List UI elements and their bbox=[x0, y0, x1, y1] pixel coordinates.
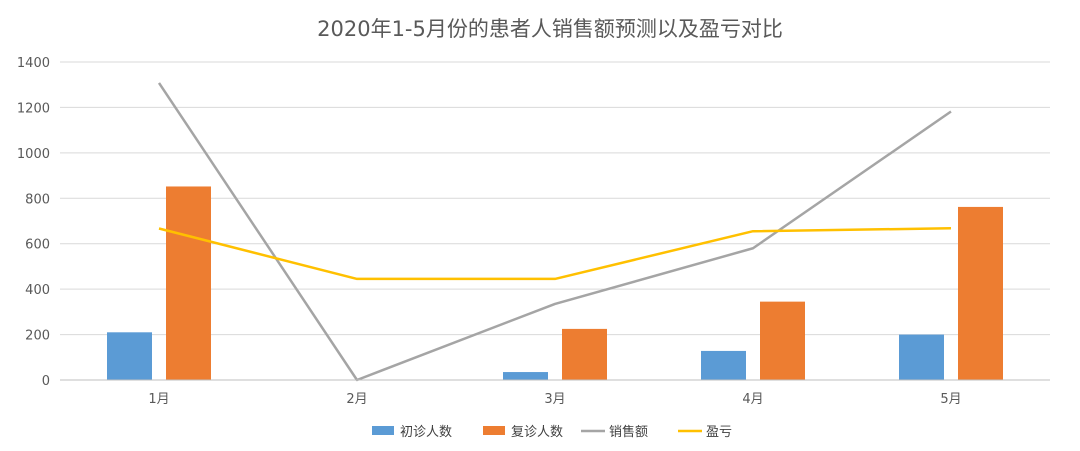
y-tick-label: 0 bbox=[42, 374, 50, 389]
y-tick-label: 1400 bbox=[17, 56, 50, 71]
bar bbox=[760, 301, 805, 380]
legend-label: 销售额 bbox=[609, 424, 648, 440]
bars bbox=[107, 186, 1003, 380]
x-tick-label: 1月 bbox=[148, 392, 169, 407]
y-tick-label: 800 bbox=[25, 192, 50, 207]
x-tick-label: 2月 bbox=[346, 392, 367, 407]
legend-swatch bbox=[372, 426, 394, 435]
bar bbox=[701, 350, 746, 380]
legend-label: 复诊人数 bbox=[511, 425, 563, 440]
series-line bbox=[158, 227, 952, 281]
legend-swatch bbox=[483, 426, 505, 435]
legend-label: 盈亏 bbox=[706, 425, 732, 440]
bar bbox=[166, 186, 211, 380]
x-tick-label: 5月 bbox=[940, 392, 961, 407]
bar bbox=[958, 206, 1003, 380]
series-line bbox=[157, 82, 952, 382]
bar bbox=[562, 328, 607, 380]
lines bbox=[157, 82, 952, 382]
y-tick-label: 1000 bbox=[17, 147, 50, 162]
y-axis: 0 200 400 600 800 1000 1200 1400 bbox=[17, 56, 50, 389]
x-axis: 1月 2月 3月 4月 5月 bbox=[60, 379, 1050, 407]
y-tick-label: 400 bbox=[25, 283, 50, 298]
x-tick-label: 4月 bbox=[742, 392, 763, 407]
bar bbox=[899, 334, 944, 380]
bar bbox=[503, 372, 548, 380]
x-tick-label: 3月 bbox=[544, 392, 565, 407]
y-tick-label: 600 bbox=[25, 238, 50, 253]
chart-title: 2020年1-5月份的患者人销售额预测以及盈亏对比 bbox=[317, 17, 783, 41]
legend-label: 初诊人数 bbox=[400, 425, 452, 440]
y-tick-label: 1200 bbox=[17, 101, 50, 116]
legend: 初诊人数 复诊人数 销售额 盈亏 bbox=[372, 424, 732, 440]
bar bbox=[107, 332, 152, 380]
y-tick-label: 200 bbox=[25, 329, 50, 344]
grid-layer bbox=[60, 61, 1050, 381]
